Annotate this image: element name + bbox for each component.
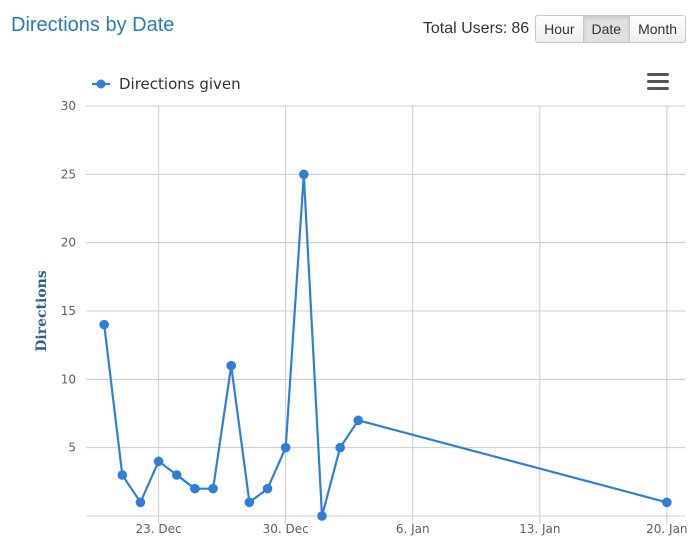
legend-label[interactable]: Directions given — [119, 75, 241, 93]
data-point[interactable] — [244, 497, 255, 508]
total-users-label: Total Users: — [422, 20, 508, 37]
chart-grid — [86, 105, 685, 516]
y-tick-label: 25 — [61, 167, 76, 181]
data-point[interactable] — [662, 497, 672, 508]
data-point[interactable] — [153, 456, 164, 467]
series-line — [103, 173, 668, 518]
hour-button[interactable]: Hour — [535, 15, 584, 43]
chart-series — [99, 169, 672, 521]
data-point[interactable] — [117, 470, 128, 480]
total-users: Total Users: 86 — [423, 20, 529, 38]
y-tick-label: 10 — [61, 372, 76, 386]
x-tick-label: 30. Dec — [263, 522, 309, 536]
x-tick-label: 13. Jan — [519, 522, 560, 536]
data-point[interactable] — [280, 442, 291, 453]
chart-axes: 5 10 15 20 25 30 23. Dec 30. Dec 6. Jan 13. Jan 20… — [61, 99, 688, 536]
toolbar: Total Users: 86 Hour Date Month — [423, 15, 686, 43]
data-point[interactable] — [299, 169, 309, 180]
x-tick-label: 20. Jan — [646, 522, 687, 536]
month-button[interactable]: Month — [630, 15, 686, 43]
page-title: Directions by Date — [11, 14, 175, 36]
y-tick-label: 5 — [68, 441, 76, 455]
data-point[interactable] — [135, 497, 146, 508]
total-users-value: 86 — [511, 20, 530, 37]
y-tick-label: 20 — [61, 236, 76, 250]
data-point[interactable] — [262, 483, 273, 494]
hamburger-menu-icon[interactable] — [647, 73, 669, 91]
data-point[interactable] — [353, 415, 364, 426]
data-point[interactable] — [171, 470, 182, 480]
date-button[interactable]: Date — [583, 15, 631, 43]
chart-legend[interactable]: Directions given — [92, 75, 241, 93]
data-point[interactable] — [190, 483, 200, 494]
legend-marker — [96, 79, 106, 89]
data-point[interactable] — [208, 483, 218, 494]
y-tick-label: 30 — [61, 99, 76, 113]
data-point[interactable] — [317, 511, 327, 521]
x-tick-label: 6. Jan — [396, 522, 430, 536]
data-point[interactable] — [335, 442, 345, 453]
granularity-button-group: Hour Date Month — [535, 15, 686, 43]
x-tick-label: 23. Dec — [136, 522, 182, 536]
data-point[interactable] — [99, 319, 109, 330]
data-point[interactable] — [226, 360, 237, 371]
y-tick-label: 15 — [61, 304, 76, 318]
y-axis-label: Directions — [34, 270, 50, 352]
